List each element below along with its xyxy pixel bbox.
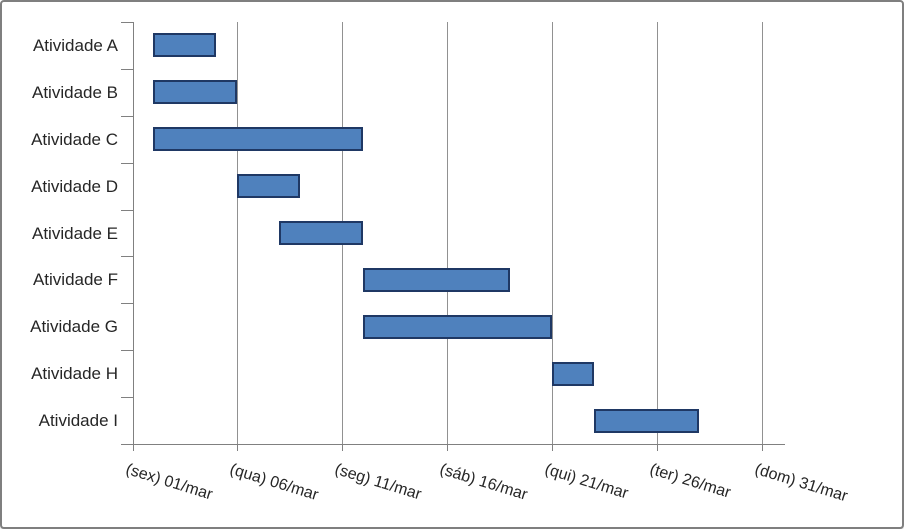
x-axis-tick	[447, 444, 449, 451]
y-axis-label: Atividade D	[31, 176, 118, 196]
y-axis-tick	[120, 209, 133, 211]
x-axis-tick-label: (qua) 06/mar	[228, 460, 321, 504]
gantt-bar	[237, 174, 301, 199]
y-axis-label: Atividade F	[32, 270, 118, 290]
vertical-gridline	[657, 22, 659, 444]
vertical-gridline	[552, 22, 554, 444]
vertical-gridline	[762, 22, 763, 444]
x-axis-tick	[762, 444, 763, 451]
y-axis-label: Atividade G	[30, 317, 118, 337]
y-axis-label: Atividade A	[32, 35, 118, 55]
x-axis-tick-label: (sex) 01/mar	[123, 460, 215, 504]
x-axis-tick	[657, 444, 659, 451]
x-axis-tick	[552, 444, 554, 451]
y-axis-label: Atividade C	[31, 129, 118, 149]
gantt-bar	[153, 127, 364, 152]
x-axis-tick-label: (qui) 21/mar	[542, 460, 631, 503]
y-axis-label: Atividade E	[32, 223, 118, 243]
x-axis-tick	[132, 444, 134, 451]
x-axis-tick-label: (sáb) 16/mar	[437, 460, 530, 504]
y-axis-tick	[120, 256, 133, 258]
y-axis-tick	[120, 115, 133, 117]
gantt-bar	[363, 267, 511, 292]
x-axis-tick-label: (seg) 11/mar	[333, 460, 424, 504]
y-axis-tick	[120, 444, 133, 445]
y-axis-tick	[120, 68, 133, 70]
gantt-bar	[363, 314, 553, 339]
y-axis-tick	[120, 350, 133, 352]
y-axis-label: Atividade B	[32, 82, 118, 102]
x-axis-line	[126, 444, 785, 445]
gantt-bar	[279, 221, 364, 245]
y-axis-label: Atividade H	[31, 364, 118, 384]
gantt-bar	[594, 408, 700, 433]
x-axis-tick-label: (ter) 26/mar	[647, 460, 733, 502]
y-axis-tick	[120, 22, 133, 23]
vertical-gridline	[237, 22, 239, 444]
gantt-bar	[153, 33, 217, 58]
y-axis-tick	[120, 162, 133, 164]
y-axis-line	[132, 22, 134, 444]
gantt-bar	[552, 361, 595, 386]
y-axis-tick	[120, 303, 133, 305]
vertical-gridline	[447, 22, 449, 444]
y-axis-label: Atividade I	[38, 411, 118, 431]
x-axis-tick-label: (dom) 31/mar	[752, 460, 850, 506]
y-axis-tick	[120, 397, 133, 399]
gantt-bar	[153, 80, 238, 105]
x-axis-tick	[342, 444, 344, 451]
x-axis-tick	[237, 444, 239, 451]
